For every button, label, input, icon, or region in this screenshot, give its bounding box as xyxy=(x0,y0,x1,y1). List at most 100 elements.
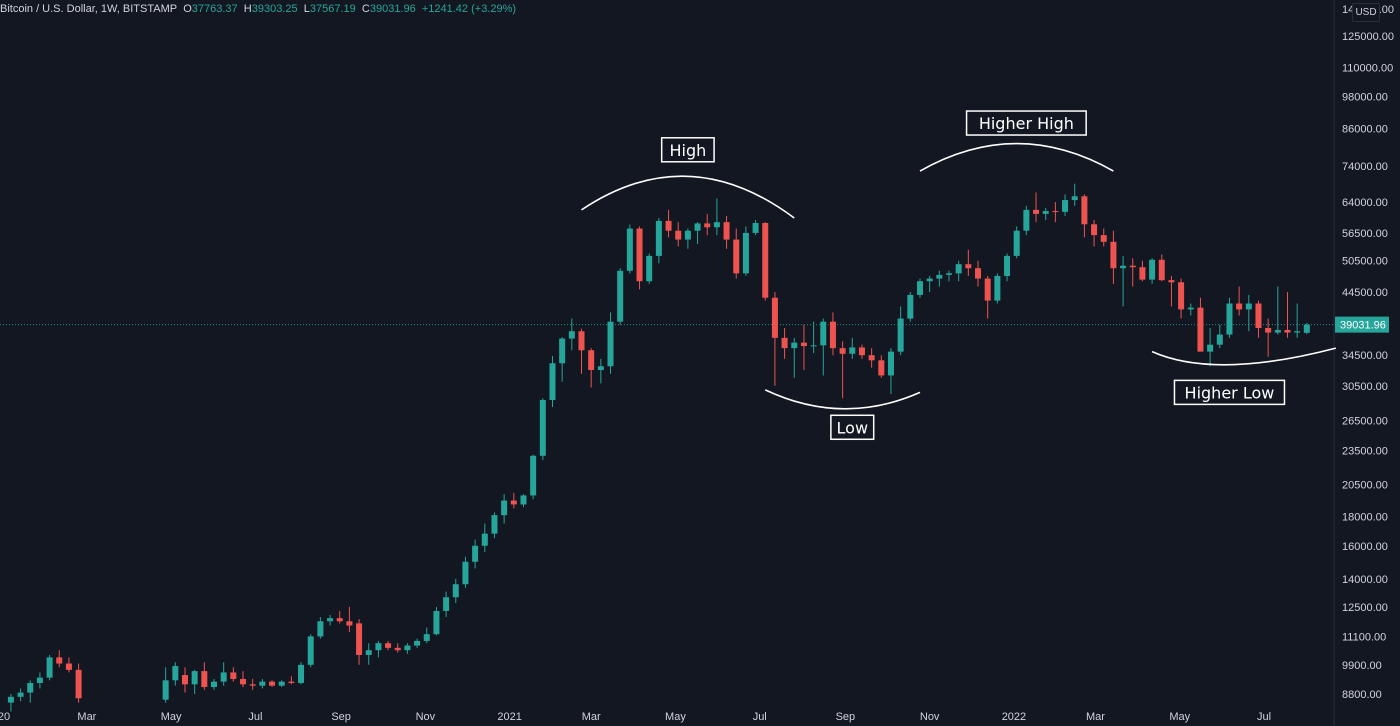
candle-body xyxy=(327,618,334,622)
candle xyxy=(240,671,247,688)
candle xyxy=(230,667,237,682)
candle xyxy=(259,678,266,689)
candle xyxy=(530,454,537,500)
candle-body xyxy=(1226,303,1233,335)
candle-body xyxy=(201,671,208,688)
candle-body xyxy=(1216,334,1223,345)
candle-body xyxy=(394,647,401,651)
price-tick-label: 34500.00 xyxy=(1342,350,1388,362)
candle-body xyxy=(1168,280,1175,283)
candle xyxy=(1062,194,1069,216)
time-tick-label: 2021 xyxy=(497,711,521,723)
candle-body xyxy=(491,515,498,534)
high-label: H xyxy=(243,3,252,15)
candle xyxy=(936,270,943,287)
currency-button[interactable]: USD xyxy=(1352,3,1380,22)
candle xyxy=(452,578,459,604)
candle-body xyxy=(926,278,933,282)
candle xyxy=(365,643,372,665)
candle xyxy=(317,617,324,639)
candle-body xyxy=(1158,259,1165,281)
candle xyxy=(617,268,624,325)
price-tick-label: 20500.00 xyxy=(1342,479,1388,491)
candle-body xyxy=(791,342,798,349)
open-label: O xyxy=(183,3,192,15)
candle-body xyxy=(249,684,256,686)
candle xyxy=(791,337,798,378)
candle-body xyxy=(375,643,382,651)
candle xyxy=(423,627,430,644)
candle xyxy=(762,222,769,301)
candle xyxy=(75,663,82,703)
time-axis[interactable]: 20 Mar May Jul Sep Nov 2021 Mar May Jul Sep Nov 2022… xyxy=(0,711,1271,723)
candle xyxy=(1226,297,1233,338)
candle xyxy=(1236,286,1243,316)
candle-body xyxy=(897,318,904,352)
candle xyxy=(510,492,517,509)
time-tick-label: Jul xyxy=(1257,711,1271,723)
candle xyxy=(984,275,991,319)
candle-body xyxy=(752,223,759,233)
candle-body xyxy=(1004,255,1011,276)
annotation-label-text: Low xyxy=(837,418,869,437)
candle-body xyxy=(1187,307,1194,310)
candle xyxy=(1187,303,1194,316)
candle-body xyxy=(7,696,14,703)
low-value: 37567.19 xyxy=(309,3,356,15)
price-axis[interactable]: 140000.00125000.00110000.0098000.0086000… xyxy=(1335,4,1394,701)
candle xyxy=(1100,228,1107,247)
candle xyxy=(491,512,498,539)
time-tick-label: Mar xyxy=(582,711,601,723)
candle-body xyxy=(829,321,836,349)
symbol-title: Bitcoin / U.S. Dollar, 1W, BITSTAMP xyxy=(0,3,178,15)
last-price-tag-text: 39031.96 xyxy=(1340,320,1386,332)
high-value: 39303.25 xyxy=(251,3,298,15)
annotation-arc xyxy=(1151,347,1337,366)
candle-body xyxy=(800,342,807,347)
time-tick-label: Jul xyxy=(753,711,767,723)
candle xyxy=(385,640,392,651)
time-tick-label: May xyxy=(1169,711,1190,723)
candle xyxy=(162,667,169,703)
candle xyxy=(1052,202,1059,223)
change-value: +1241.42 (+3.29%) xyxy=(421,3,517,15)
annotation-label: High xyxy=(660,137,715,163)
candle xyxy=(907,292,914,322)
candle xyxy=(868,348,875,368)
candle-body xyxy=(1071,196,1078,201)
candle xyxy=(1139,260,1146,282)
candle xyxy=(472,539,479,569)
candle xyxy=(172,662,179,686)
candle-body xyxy=(1294,331,1301,333)
candle xyxy=(288,676,295,685)
annotation-label-box xyxy=(1173,379,1286,406)
annotation-label: Higher High xyxy=(965,110,1087,136)
candle xyxy=(501,494,508,524)
candle-body xyxy=(472,545,479,562)
candle xyxy=(1303,322,1310,335)
candle xyxy=(713,198,720,236)
candle xyxy=(36,672,43,689)
candle xyxy=(46,654,53,681)
candle-body xyxy=(317,621,324,637)
candle-body xyxy=(162,680,169,700)
candle-body xyxy=(878,360,885,376)
price-tick-label: 26500.00 xyxy=(1342,416,1388,428)
candle xyxy=(965,249,972,276)
candle xyxy=(752,220,759,236)
candle-body xyxy=(356,623,363,655)
candle xyxy=(27,680,34,703)
candle xyxy=(839,341,846,399)
candle xyxy=(65,657,72,673)
annotation-arc xyxy=(919,142,1114,172)
time-tick-label: May xyxy=(161,711,182,723)
candle xyxy=(298,662,305,685)
annotation-label-box xyxy=(965,110,1087,136)
candle xyxy=(887,348,894,395)
candle-body xyxy=(858,347,865,356)
candle-body xyxy=(578,331,585,351)
candle-body xyxy=(984,278,991,301)
candle xyxy=(665,209,672,238)
